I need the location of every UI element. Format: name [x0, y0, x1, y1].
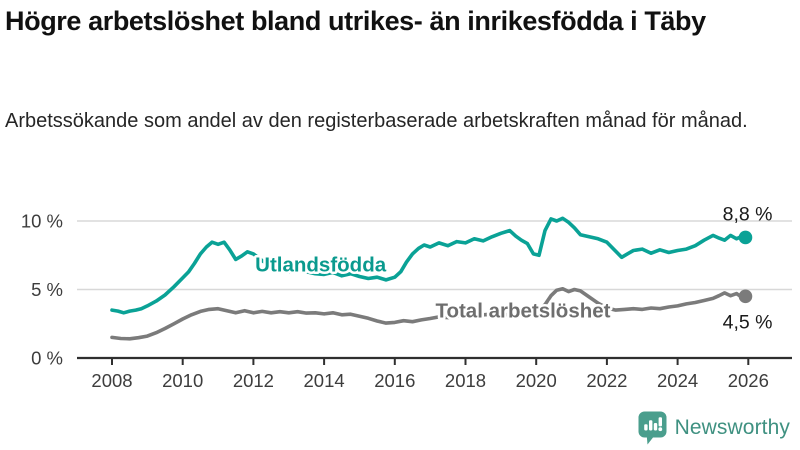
series-label-0: Utlandsfödda [255, 254, 387, 277]
x-tick-label: 2008 [91, 370, 132, 391]
x-tick-label: 2016 [374, 370, 415, 391]
x-tick-label: 2024 [657, 370, 698, 391]
x-tick-label: 2022 [586, 370, 627, 391]
series-line-1 [110, 286, 748, 341]
series-end-dot-0 [738, 230, 753, 245]
x-tick-label: 2010 [162, 370, 203, 391]
y-tick-label: 0 % [31, 348, 63, 369]
series-line-0 [110, 216, 748, 315]
x-tick-label: 2018 [445, 370, 486, 391]
y-tick-label: 10 % [21, 211, 63, 232]
newsworthy-logo-icon [638, 411, 667, 445]
page-title: Högre arbetslöshet bland utrikes- än inr… [5, 6, 706, 36]
newsworthy-brand-text: Newsworthy [674, 416, 790, 439]
x-tick-label: 2026 [728, 370, 769, 391]
x-tick-label: 2020 [516, 370, 557, 391]
x-tick-label: 2012 [233, 370, 274, 391]
x-tick-label: 2014 [304, 370, 345, 391]
chart-subtitle: Arbetssökande som andel av den registerb… [5, 110, 748, 132]
newsworthy-brand-link[interactable]: Newsworthy [638, 411, 790, 445]
series-end-value-1: 4,5 % [723, 311, 773, 333]
series-end-dot-1 [738, 289, 753, 304]
series-label-1: Total arbetslöshet [435, 300, 610, 323]
y-tick-label: 5 % [31, 279, 63, 300]
series-end-value-0: 8,8 % [723, 203, 773, 225]
